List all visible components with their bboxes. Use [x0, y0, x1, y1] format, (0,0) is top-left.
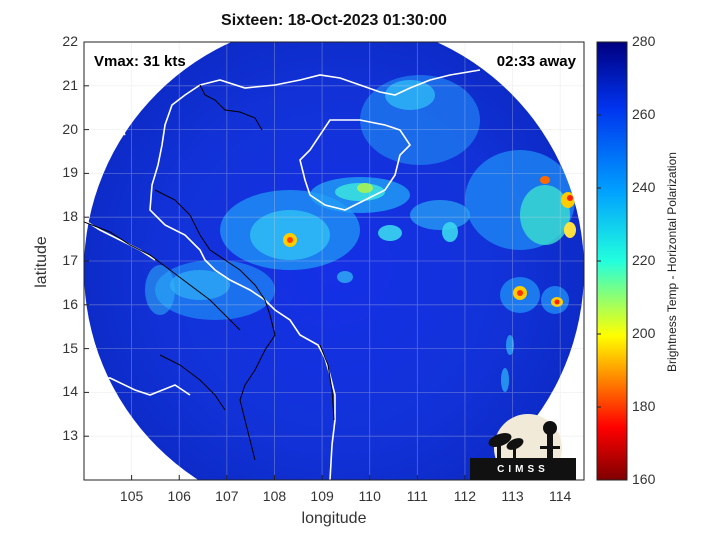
x-tick-label: 111: [406, 488, 428, 504]
vmax-label: Vmax: 31 kts: [94, 53, 186, 70]
colorbar-tick-label: 220: [632, 252, 656, 268]
y-tick-label: 21: [62, 76, 78, 93]
x-tick-label: 114: [549, 488, 572, 504]
y-tick-label: 20: [62, 120, 78, 137]
x-tick-label: 110: [358, 488, 381, 504]
y-tick-label: 16: [62, 295, 78, 312]
y-tick-label: 13: [62, 427, 78, 444]
colorbar-tick-label: 260: [632, 106, 656, 122]
colorbar-tick-label: 180: [632, 398, 656, 414]
colorbar-label: Brightness Temp - Horizontal Polarizatio…: [665, 152, 679, 372]
cimss-logo: [470, 414, 576, 480]
y-tick-label: 19: [62, 164, 78, 181]
colorbar: [596, 41, 628, 481]
y-axis-label: latitude: [33, 236, 50, 288]
x-tick-label: 107: [215, 488, 239, 504]
time-away-label: 02:33 away: [496, 53, 576, 70]
x-tick-label: 109: [310, 488, 334, 504]
x-tick-label: 105: [119, 488, 144, 504]
grid-lines: [84, 42, 584, 480]
y-tick-label: 18: [62, 208, 78, 225]
cimss-logo-text: CIMSS: [497, 464, 549, 475]
colorbar-tick-label: 200: [632, 325, 656, 341]
colorbar-tick-label: 160: [632, 471, 656, 487]
colorbar-tick-label: 240: [632, 179, 656, 195]
colorbar-tick-label: 280: [632, 33, 656, 49]
country-borders: [84, 84, 335, 461]
y-tick-label: 14: [62, 383, 78, 400]
x-tick-label: 106: [167, 488, 191, 504]
x-tick-label: 113: [501, 488, 524, 504]
x-tick-label: 112: [453, 488, 477, 504]
page-title: Sixteen: 18-Oct-2023 01:30:00: [221, 12, 447, 29]
x-tick-label: 108: [262, 488, 287, 504]
y-tick-label: 15: [62, 339, 78, 356]
x-axis-label: longitude: [301, 510, 367, 527]
y-tick-label: 17: [62, 252, 78, 268]
y-tick-label: 22: [62, 33, 78, 49]
